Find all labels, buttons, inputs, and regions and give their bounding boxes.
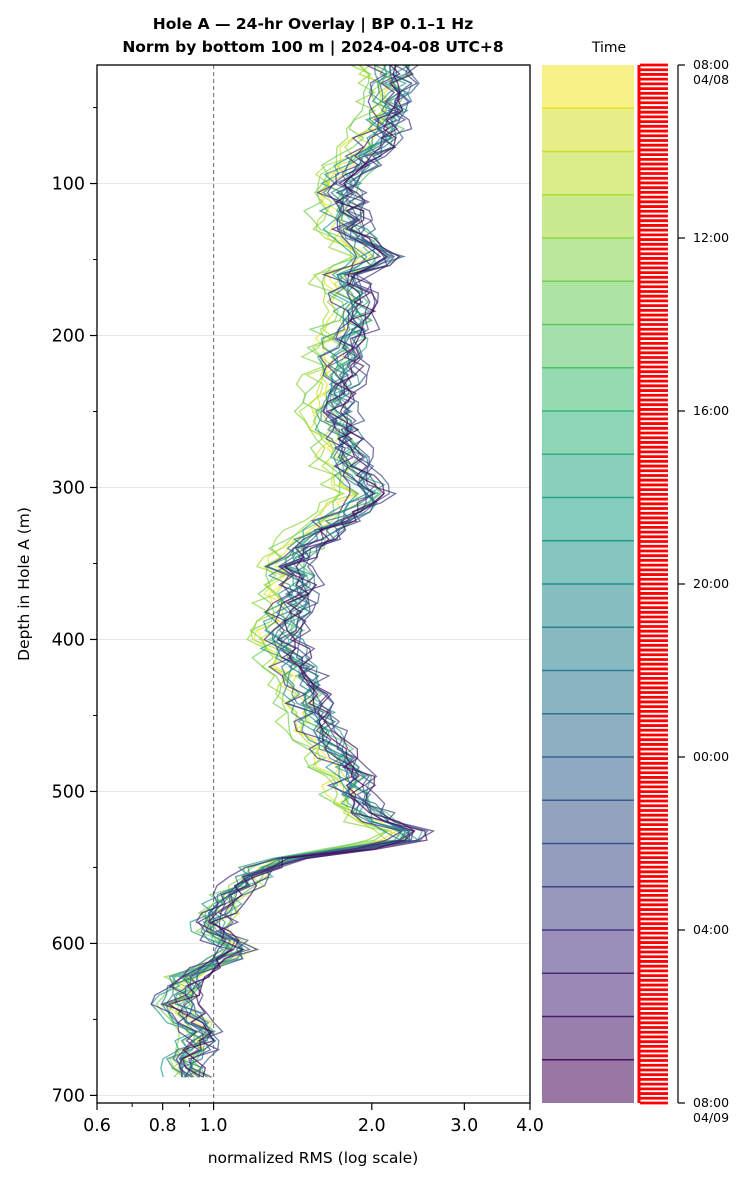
colorbar-band [542,886,634,930]
colorbar-title: Time [591,40,626,56]
x-tick-label: 0.6 [83,1116,111,1136]
colorbar-band [542,108,634,152]
colorbar-band [542,1016,634,1060]
trace-line [177,64,415,1078]
trace-line [174,64,421,1078]
colorbar-tick-label: 00:00 [693,749,729,764]
trace-line [150,64,403,1078]
trace-line [162,64,389,1078]
colorbar-band [542,800,634,844]
y-tick-label: 600 [52,934,85,954]
colorbar-band [542,238,634,282]
colorbar-tick-label: 20:00 [693,576,729,591]
y-axis-label: Depth in Hole A (m) [15,507,33,661]
colorbar-band [542,930,634,974]
chart-title-line2: Norm by bottom 100 m | 2024-04-08 UTC+8 [122,38,503,57]
trace-line [171,64,410,1078]
colorbar-band [542,713,634,757]
x-axis-label: normalized RMS (log scale) [208,1149,419,1167]
trace-line [167,64,416,1078]
chart-title-line1: Hole A — 24-hr Overlay | BP 0.1–1 Hz [153,15,473,34]
colorbar-band [542,1059,634,1103]
y-tick-label: 100 [52,175,85,195]
colorbar-band [542,497,634,541]
colorbar-ticks: 08:00 04/08 12:00 16:00 20:00 00:00 04:00 08:00… [677,57,729,1125]
plot-frame [96,64,531,1104]
colorbar-band [542,670,634,714]
colorbar-band [542,843,634,887]
y-tick-label: 400 [52,630,85,650]
y-tick-label: 700 [52,1086,85,1106]
trace-line [179,64,413,1078]
colorbar-band [542,194,634,238]
colorbar-band [542,324,634,368]
colorbar-band [542,757,634,801]
colorbar-band [542,367,634,411]
colorbar-band [542,540,634,584]
colorbar-markers [637,63,668,1105]
grid-lines [97,183,530,1096]
colorbar-band [542,584,634,628]
x-tick-label: 4.0 [516,1116,544,1136]
colorbar-tick-label: 04:00 [693,922,729,937]
x-tick-label: 3.0 [450,1116,478,1136]
colorbar-band [542,281,634,325]
x-tick-label: 1.0 [200,1116,228,1136]
colorbar-band [542,973,634,1017]
y-tick-label: 300 [52,478,85,498]
x-tick-label: 2.0 [358,1116,386,1136]
colorbar-tick-label: 16:00 [693,403,729,418]
colorbar-band [542,65,634,109]
trace-lines [150,64,436,1078]
trace-line [160,64,415,1078]
y-tick-label: 200 [52,327,85,347]
colorbar [542,65,634,1103]
y-axis-ticks: 100 200 300 400 500 600 700 [52,107,97,1106]
trace-line [150,64,404,1078]
colorbar-band [542,627,634,671]
colorbar-band [542,411,634,455]
colorbar-band [542,454,634,498]
colorbar-tick-label: 12:00 [693,230,729,245]
colorbar-band [542,151,634,195]
colorbar-tick-label: 08:00 04/08 [693,57,729,87]
x-tick-label: 0.8 [149,1116,177,1136]
colorbar-tick-label: 08:00 04/09 [693,1095,729,1125]
y-tick-label: 500 [52,782,85,802]
x-axis-ticks: 0.6 0.8 1.0 2.0 3.0 4.0 [83,1103,544,1136]
